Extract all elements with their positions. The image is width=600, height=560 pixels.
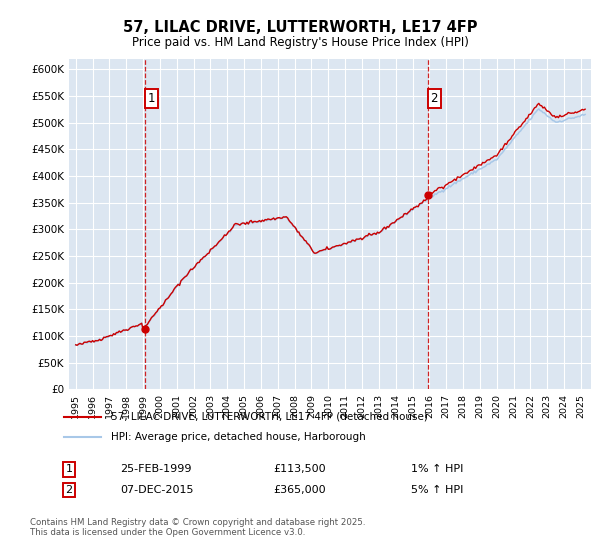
Text: 25-FEB-1999: 25-FEB-1999 [120, 464, 191, 474]
Text: 1% ↑ HPI: 1% ↑ HPI [411, 464, 463, 474]
Text: £365,000: £365,000 [273, 485, 326, 495]
Text: Price paid vs. HM Land Registry's House Price Index (HPI): Price paid vs. HM Land Registry's House … [131, 36, 469, 49]
Text: 07-DEC-2015: 07-DEC-2015 [120, 485, 193, 495]
Text: 57, LILAC DRIVE, LUTTERWORTH, LE17 4FP (detached house): 57, LILAC DRIVE, LUTTERWORTH, LE17 4FP (… [112, 412, 428, 422]
Text: 5% ↑ HPI: 5% ↑ HPI [411, 485, 463, 495]
Text: HPI: Average price, detached house, Harborough: HPI: Average price, detached house, Harb… [112, 432, 366, 442]
Text: 57, LILAC DRIVE, LUTTERWORTH, LE17 4FP: 57, LILAC DRIVE, LUTTERWORTH, LE17 4FP [123, 20, 477, 35]
Text: 1: 1 [65, 464, 73, 474]
Text: £113,500: £113,500 [273, 464, 326, 474]
Text: 2: 2 [431, 92, 438, 105]
Text: 1: 1 [148, 92, 155, 105]
Text: 2: 2 [65, 485, 73, 495]
Text: Contains HM Land Registry data © Crown copyright and database right 2025.
This d: Contains HM Land Registry data © Crown c… [30, 518, 365, 538]
